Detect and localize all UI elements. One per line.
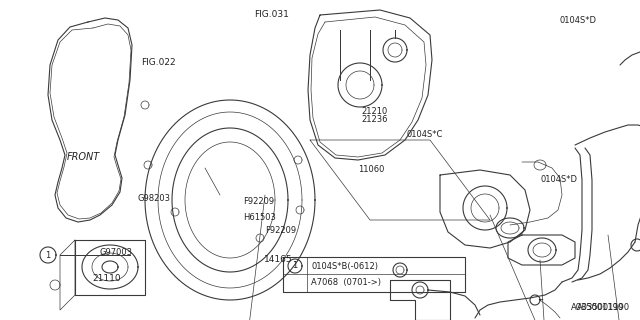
Text: ─: ─: [538, 297, 542, 303]
Text: 21210: 21210: [362, 108, 388, 116]
Text: 0104S*D: 0104S*D: [541, 175, 578, 184]
Text: 21110: 21110: [93, 274, 122, 283]
Text: F92209: F92209: [243, 197, 275, 206]
Text: A7068  (0701->): A7068 (0701->): [311, 278, 381, 287]
Text: 1: 1: [45, 251, 51, 260]
Text: H61503: H61503: [243, 213, 276, 222]
Text: FIG.022: FIG.022: [141, 58, 175, 67]
Text: A035001190: A035001190: [577, 303, 630, 313]
Text: G97003: G97003: [99, 248, 132, 257]
Text: G98203: G98203: [138, 194, 171, 203]
Text: 11060: 11060: [358, 165, 385, 174]
Text: 0104S*B(-0612): 0104S*B(-0612): [311, 261, 378, 270]
Text: 14165: 14165: [264, 255, 292, 264]
Text: FIG.031: FIG.031: [255, 10, 289, 19]
Text: F92209: F92209: [266, 226, 297, 235]
Text: 0104S*C: 0104S*C: [406, 130, 443, 139]
Text: FRONT: FRONT: [67, 152, 100, 162]
Text: A035001190: A035001190: [571, 303, 624, 312]
Text: 0104S*D: 0104S*D: [560, 16, 597, 25]
Text: 1: 1: [292, 261, 298, 270]
Text: 21236: 21236: [362, 116, 388, 124]
